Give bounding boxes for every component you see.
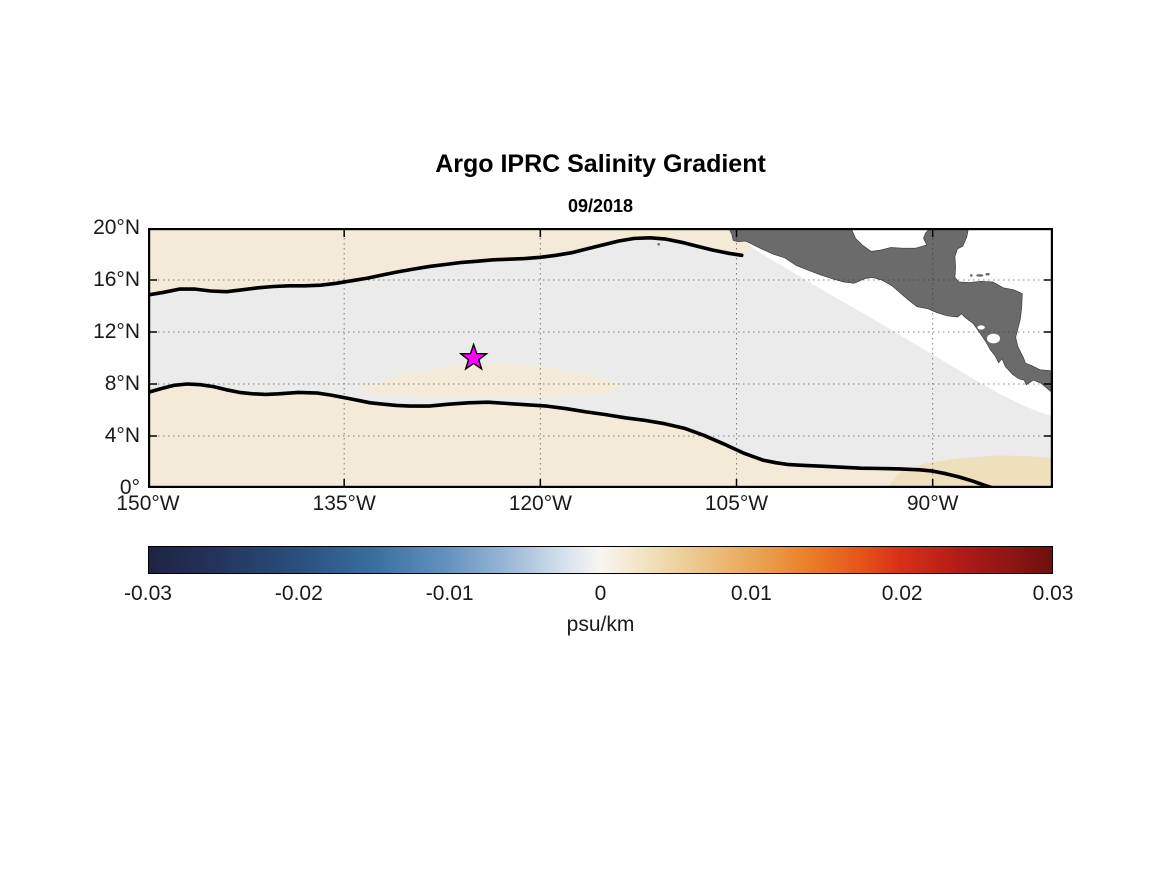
y-tick-label: 12°N <box>93 320 140 343</box>
lake-1 <box>977 325 985 330</box>
colorbar-label: psu/km <box>566 613 635 636</box>
figure-title: Argo IPRC Salinity Gradient <box>435 150 766 178</box>
y-tick-label: 0° <box>119 476 140 499</box>
x-tick-label: 90°W <box>906 492 959 515</box>
colorbar-tick-label: -0.01 <box>425 582 474 605</box>
zero-contour-0 <box>148 236 744 297</box>
island-3 <box>657 243 660 246</box>
y-tick-label: 20°N <box>93 216 140 239</box>
nodata-region <box>731 228 1053 417</box>
axes-frame <box>148 228 1053 488</box>
colorbar-tick-labels: -0.03 -0.02 -0.01 0 0.01 0.02 0.03 <box>124 581 1073 609</box>
lake-0 <box>987 333 1000 344</box>
y-axis-tick-labels: 0° 4°N 8°N 12°N 16°N 20°N <box>20 216 140 499</box>
island-0 <box>976 274 984 277</box>
island-1 <box>985 272 990 276</box>
field-region-southeast-patch <box>886 455 1053 488</box>
star-marker <box>458 342 489 371</box>
field-region-south-of-front <box>148 384 993 488</box>
map-plot <box>148 228 1053 488</box>
colorbar-tick-label: 0 <box>594 582 607 605</box>
landmass-0 <box>728 228 1053 393</box>
x-tick-label: 105°W <box>704 492 769 515</box>
x-axis-tick-labels: 150°W 135°W 120°W 105°W 90°W <box>116 491 1053 521</box>
y-tick-label: 16°N <box>93 268 140 291</box>
x-tick-label: 150°W <box>116 492 180 515</box>
colorbar-tick-label: 0.01 <box>730 582 772 605</box>
colorbar-tick-label: -0.03 <box>124 582 172 605</box>
field-region-mid-basin-tongue <box>357 363 626 397</box>
zero-contour-1 <box>148 382 995 488</box>
x-tick-label: 120°W <box>508 492 572 515</box>
y-tick-label: 4°N <box>104 424 140 447</box>
x-tick-label: 135°W <box>312 492 376 515</box>
colorbar <box>148 546 1053 574</box>
colorbar-tick-label: 0.03 <box>1032 582 1074 605</box>
y-tick-label: 8°N <box>104 372 140 395</box>
colorbar-tick-label: -0.02 <box>274 582 323 605</box>
colorbar-tick-label: 0.02 <box>881 582 923 605</box>
map-plot-wrap <box>148 228 1053 488</box>
figure-subtitle: 09/2018 <box>567 196 634 216</box>
island-2 <box>970 274 973 277</box>
